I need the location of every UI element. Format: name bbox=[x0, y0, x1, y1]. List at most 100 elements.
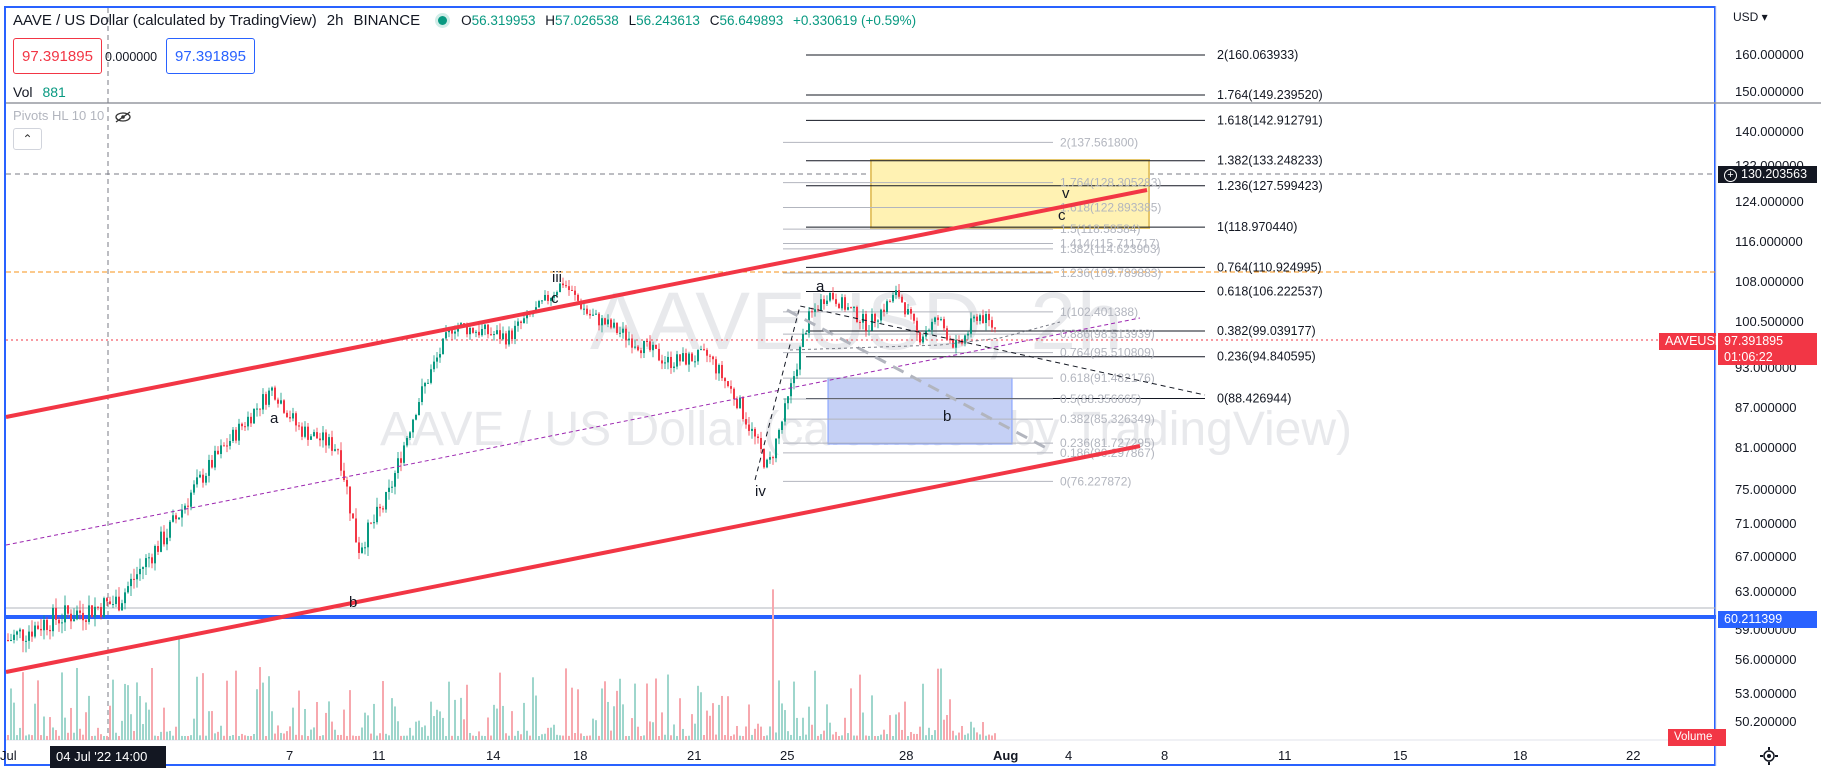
collapse-button[interactable]: ⌃ bbox=[13, 128, 42, 150]
volume-bar bbox=[499, 672, 501, 740]
candle-body bbox=[664, 362, 666, 364]
candle-body bbox=[154, 546, 156, 564]
settings-gear-icon[interactable] bbox=[1760, 747, 1778, 765]
candle-body bbox=[16, 631, 18, 635]
candle-body bbox=[121, 603, 123, 611]
fib-retracement-label: 1.236(109.789883) bbox=[1060, 266, 1161, 280]
volume-bar bbox=[568, 735, 570, 740]
volume-bar bbox=[685, 735, 687, 740]
volume-bar bbox=[526, 730, 528, 740]
volume-bar bbox=[205, 735, 207, 740]
volume-bar bbox=[445, 735, 447, 740]
candle-body bbox=[286, 412, 288, 418]
volume-bar bbox=[862, 712, 864, 740]
candle-body bbox=[604, 318, 606, 325]
volume-bar bbox=[10, 688, 12, 740]
candle-body bbox=[223, 445, 225, 447]
candle-body bbox=[145, 558, 147, 568]
volume-bar bbox=[271, 711, 273, 740]
time-tick-label: 11 bbox=[372, 748, 386, 763]
candle-body bbox=[919, 332, 921, 343]
candle-body bbox=[220, 445, 222, 454]
candle-body bbox=[931, 321, 933, 330]
candle-body bbox=[451, 328, 453, 334]
volume-bar bbox=[907, 735, 909, 740]
time-tick-label: 25 bbox=[780, 748, 795, 763]
candle-body bbox=[232, 429, 234, 441]
candle-body bbox=[559, 283, 561, 293]
candle-body bbox=[64, 605, 66, 623]
currency-selector[interactable]: USD ▾ bbox=[1733, 10, 1768, 24]
volume-bar bbox=[562, 735, 564, 740]
candle-body bbox=[400, 458, 402, 463]
candle-body bbox=[523, 318, 525, 323]
price-tick-label: 100.500000 bbox=[1735, 314, 1804, 329]
candle-body bbox=[82, 612, 84, 621]
candle-body bbox=[580, 300, 582, 309]
volume-bar bbox=[646, 683, 648, 740]
volume-bar bbox=[292, 707, 294, 740]
candle-body bbox=[418, 402, 420, 415]
candle-body bbox=[37, 625, 39, 629]
buy-button[interactable]: 97.391895 bbox=[166, 38, 255, 74]
candle-body bbox=[568, 286, 570, 290]
candle-body bbox=[70, 613, 72, 622]
candle-body bbox=[658, 348, 660, 361]
candle-body bbox=[127, 586, 129, 593]
volume-bar bbox=[46, 735, 48, 740]
candle-body bbox=[856, 306, 858, 323]
volume-bar bbox=[679, 698, 681, 740]
volume-bar bbox=[700, 692, 702, 740]
volume-bar bbox=[517, 730, 519, 740]
candle-body bbox=[730, 386, 732, 389]
volume-bar bbox=[580, 733, 582, 740]
volume-bar bbox=[97, 727, 99, 740]
volume-bar bbox=[100, 734, 102, 740]
symbol-title[interactable]: AAVE / US Dollar (calculated by TradingV… bbox=[13, 12, 317, 29]
market-status-icon[interactable] bbox=[438, 16, 448, 25]
candle-body bbox=[790, 383, 792, 397]
candle-body bbox=[928, 329, 930, 332]
volume-bar bbox=[808, 706, 810, 740]
volume-bar bbox=[403, 735, 405, 740]
interval-label[interactable]: 2h bbox=[326, 12, 344, 29]
candle-body bbox=[7, 640, 9, 641]
volume-bar bbox=[667, 674, 669, 740]
volume-bar bbox=[256, 689, 258, 740]
price-tick-label: 53.000000 bbox=[1735, 686, 1797, 701]
add-alert-icon[interactable]: + bbox=[1724, 169, 1737, 182]
volume-bar bbox=[877, 736, 879, 740]
candle-body bbox=[253, 408, 255, 424]
volume-bar bbox=[487, 717, 489, 740]
candle-body bbox=[976, 316, 978, 321]
channel-upper-line bbox=[5, 188, 1148, 419]
fib-extension-label: 0(88.426944) bbox=[1217, 391, 1291, 405]
price-tick-label: 160.000000 bbox=[1735, 47, 1804, 62]
candle-body bbox=[307, 426, 309, 440]
pivots-legend[interactable]: Pivots HL 10 10 bbox=[13, 108, 132, 123]
eye-hidden-icon[interactable] bbox=[114, 111, 132, 123]
volume-bar bbox=[922, 683, 924, 740]
candle-body bbox=[88, 605, 90, 622]
time-cursor-label: 04 Jul '22 14:00 bbox=[50, 746, 166, 768]
candle-body bbox=[946, 328, 948, 340]
volume-bar bbox=[298, 690, 300, 740]
candle-body bbox=[883, 309, 885, 312]
volume-bar bbox=[919, 726, 921, 740]
volume-bar bbox=[511, 711, 513, 740]
volume-bar bbox=[25, 735, 27, 740]
volume-bar bbox=[796, 717, 798, 740]
volume-bar bbox=[319, 735, 321, 740]
candle-body bbox=[97, 606, 99, 608]
time-tick-label: Aug bbox=[993, 748, 1019, 763]
volume-bar bbox=[187, 735, 189, 740]
sell-button[interactable]: 97.391895 bbox=[13, 38, 102, 74]
candle-body bbox=[631, 338, 633, 348]
candle-body bbox=[823, 299, 825, 305]
candle-body bbox=[334, 449, 336, 451]
grid-lines bbox=[6, 6, 1821, 766]
volume-legend[interactable]: Vol 881 bbox=[13, 84, 66, 100]
candle-body bbox=[712, 356, 714, 360]
candle-body bbox=[130, 578, 132, 587]
